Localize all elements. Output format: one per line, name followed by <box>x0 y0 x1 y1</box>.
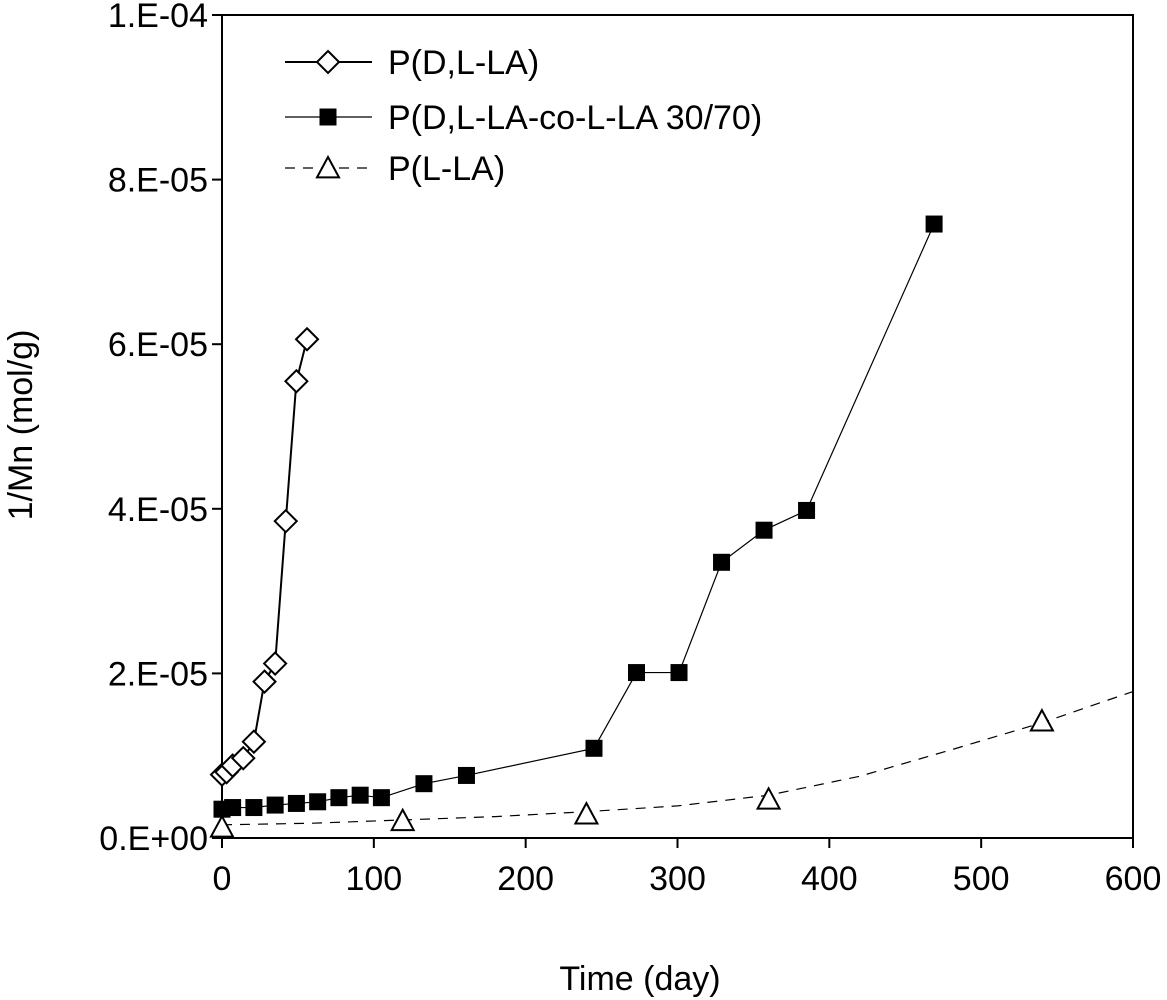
x-tick-label: 500 <box>953 860 1010 898</box>
y-tick-labels: 0.E+00 2.E-05 4.E-05 6.E-05 8.E-05 1.E-04 <box>99 0 208 858</box>
data-point <box>755 786 782 810</box>
axis-ticks <box>212 14 1134 848</box>
series-layer <box>209 215 1134 838</box>
y-axis-title: 1/Mn (mol/g) <box>2 330 40 521</box>
legend-label: P(D,L-LA-co-L-LA 30/70) <box>388 99 762 137</box>
data-point <box>283 368 309 394</box>
legend-marker <box>315 154 341 179</box>
data-point <box>262 651 288 676</box>
data-point <box>798 501 816 519</box>
plot-border <box>221 14 1134 839</box>
data-point <box>309 793 327 811</box>
data-point <box>415 775 433 793</box>
data-point <box>713 553 731 571</box>
series-1 <box>209 326 320 788</box>
y-tick-label: 2.E-05 <box>108 655 208 693</box>
data-point <box>628 664 646 682</box>
data-point <box>670 664 688 682</box>
data-point <box>457 766 475 784</box>
x-tick-label: 400 <box>801 860 858 898</box>
x-tick-label: 600 <box>1105 860 1162 898</box>
series-line <box>221 690 1134 826</box>
data-point <box>266 796 284 814</box>
y-tick-label: 0.E+00 <box>99 820 208 858</box>
data-point <box>230 745 256 771</box>
legend: P(D,L-LA) P(D,L-LA-co-L-LA 30/70) P(L-LA) <box>285 44 762 188</box>
x-tick-label: 0 <box>213 860 232 898</box>
y-tick-label: 4.E-05 <box>108 491 208 529</box>
legend-label: P(D,L-LA) <box>388 44 539 82</box>
data-point <box>209 814 235 838</box>
data-point <box>294 326 320 352</box>
data-point <box>351 786 369 804</box>
data-point <box>755 521 773 539</box>
data-point <box>252 669 277 695</box>
data-point <box>224 799 242 817</box>
y-tick-label: 8.E-05 <box>108 162 208 200</box>
data-point <box>390 807 416 832</box>
data-point <box>1029 708 1055 732</box>
data-point <box>330 789 348 807</box>
data-point <box>245 799 263 817</box>
y-tick-label: 6.E-05 <box>108 326 208 364</box>
data-point <box>573 801 600 825</box>
legend-marker <box>319 108 337 126</box>
series-line <box>221 339 308 776</box>
series-line <box>221 223 935 810</box>
legend-marker <box>315 49 341 75</box>
data-point <box>273 508 299 534</box>
legend-label: P(L-LA) <box>388 150 505 188</box>
x-tick-label: 100 <box>345 860 402 898</box>
y-tick-label: 1.E-04 <box>108 0 208 35</box>
data-point <box>925 215 943 233</box>
x-axis-title: Time (day) <box>559 960 720 998</box>
x-tick-label: 200 <box>497 860 554 898</box>
data-point <box>585 739 603 757</box>
x-tick-label: 300 <box>649 860 706 898</box>
series-2 <box>213 215 943 818</box>
data-point <box>372 789 390 807</box>
x-tick-labels: 0 100 200 300 400 500 600 <box>213 860 1162 898</box>
data-point <box>241 729 267 755</box>
plot-frame <box>221 14 1134 839</box>
data-point <box>287 794 305 812</box>
series-3 <box>209 690 1134 838</box>
